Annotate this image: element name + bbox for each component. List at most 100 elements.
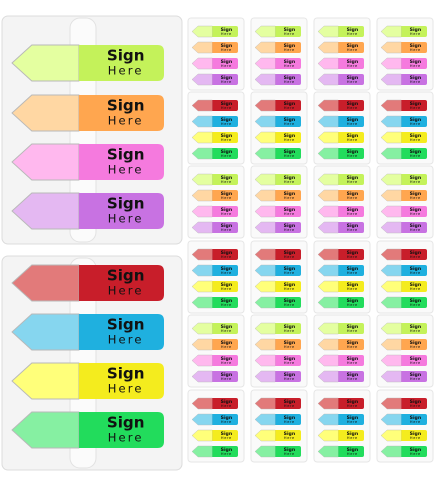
flag-text-sign: Sign bbox=[221, 117, 232, 123]
flag-label-area bbox=[401, 100, 427, 111]
flag-label-area bbox=[338, 26, 364, 37]
flag-text-here: Here bbox=[284, 80, 295, 84]
flag-text-here: Here bbox=[284, 154, 295, 158]
flag-label-area bbox=[275, 323, 301, 334]
flag-text-here: Here bbox=[284, 377, 295, 381]
flag-text-sign: Sign bbox=[284, 399, 295, 405]
flag-text-here: Here bbox=[410, 420, 421, 424]
flag-text-here: Here bbox=[221, 271, 232, 275]
flag-text-sign: Sign bbox=[410, 282, 421, 288]
flag-text-here: Here bbox=[410, 436, 421, 440]
flag-text-here: Here bbox=[347, 64, 358, 68]
flag-text-sign: Sign bbox=[107, 194, 145, 212]
flag-text-sign: Sign bbox=[410, 223, 421, 229]
flag-text-here: Here bbox=[221, 452, 232, 456]
flag-label-area bbox=[212, 206, 238, 217]
flag-text-here: Here bbox=[347, 80, 358, 84]
flag-label-area bbox=[338, 100, 364, 111]
flag-text-here: Here bbox=[284, 361, 295, 365]
flag-label-area bbox=[212, 249, 238, 260]
flag-text-sign: Sign bbox=[410, 149, 421, 155]
flag-text-here: Here bbox=[284, 138, 295, 142]
flag-text-here: Here bbox=[284, 255, 295, 259]
flag-label-area bbox=[275, 355, 301, 366]
flag-label-area bbox=[338, 414, 364, 425]
flag-text-here: Here bbox=[410, 180, 421, 184]
flag-text-sign: Sign bbox=[284, 282, 295, 288]
flag-label-area bbox=[212, 430, 238, 441]
flag-text-sign: Sign bbox=[410, 431, 421, 437]
flag-text-here: Here bbox=[347, 255, 358, 259]
flag-text-sign: Sign bbox=[410, 59, 421, 65]
flag-text-sign: Sign bbox=[284, 191, 295, 197]
flag-text-here: Here bbox=[347, 420, 358, 424]
flag-text-here: Here bbox=[108, 211, 144, 225]
flag-text-here: Here bbox=[108, 283, 144, 297]
flag-text-here: Here bbox=[221, 122, 232, 126]
flag-text-sign: Sign bbox=[347, 447, 358, 453]
flag-label-area bbox=[338, 190, 364, 201]
flag-label-area bbox=[275, 265, 301, 276]
flag-text-sign: Sign bbox=[107, 145, 145, 163]
flag-text-here: Here bbox=[410, 255, 421, 259]
flag-text-here: Here bbox=[221, 80, 232, 84]
flag-text-here: Here bbox=[284, 196, 295, 200]
flag-label-area bbox=[212, 190, 238, 201]
flag-label-area bbox=[212, 281, 238, 292]
flag-text-here: Here bbox=[284, 436, 295, 440]
flag-text-here: Here bbox=[410, 212, 421, 216]
flag-label-area bbox=[78, 265, 164, 301]
flag-text-sign: Sign bbox=[284, 101, 295, 107]
flag-text-here: Here bbox=[410, 64, 421, 68]
flag-text-sign: Sign bbox=[284, 340, 295, 346]
flag-text-sign: Sign bbox=[410, 415, 421, 421]
flag-text-here: Here bbox=[221, 303, 232, 307]
flag-text-here: Here bbox=[221, 138, 232, 142]
flag-label-area bbox=[401, 190, 427, 201]
flag-text-here: Here bbox=[347, 377, 358, 381]
flag-text-sign: Sign bbox=[410, 447, 421, 453]
flag-label-area bbox=[401, 26, 427, 37]
flag-text-here: Here bbox=[221, 436, 232, 440]
flag-text-sign: Sign bbox=[107, 315, 145, 333]
flag-label-area bbox=[212, 323, 238, 334]
flag-label-area bbox=[338, 297, 364, 308]
flag-label-area bbox=[338, 206, 364, 217]
flag-label-area bbox=[401, 132, 427, 143]
flag-text-sign: Sign bbox=[410, 340, 421, 346]
flag-text-here: Here bbox=[347, 404, 358, 408]
flag-text-sign: Sign bbox=[410, 101, 421, 107]
flag-label-area bbox=[401, 222, 427, 233]
flag-label-area bbox=[275, 339, 301, 350]
flag-text-here: Here bbox=[221, 32, 232, 36]
flag-label-area bbox=[338, 42, 364, 53]
flag-label-area bbox=[275, 58, 301, 69]
flag-text-here: Here bbox=[284, 48, 295, 52]
flag-text-here: Here bbox=[284, 287, 295, 291]
flag-label-area bbox=[78, 144, 164, 180]
flag-label-area bbox=[401, 116, 427, 127]
flag-text-sign: Sign bbox=[347, 207, 358, 213]
flag-label-area bbox=[275, 174, 301, 185]
flag-text-here: Here bbox=[410, 452, 421, 456]
flag-label-area bbox=[78, 314, 164, 350]
flag-text-sign: Sign bbox=[284, 59, 295, 65]
flag-text-here: Here bbox=[347, 345, 358, 349]
flag-label-area bbox=[338, 355, 364, 366]
flag-text-sign: Sign bbox=[221, 356, 232, 362]
flag-label-area bbox=[401, 148, 427, 159]
flag-label-area bbox=[401, 74, 427, 85]
flag-text-here: Here bbox=[284, 329, 295, 333]
flag-label-area bbox=[275, 414, 301, 425]
flag-label-area bbox=[275, 42, 301, 53]
flag-text-sign: Sign bbox=[347, 399, 358, 405]
flag-text-sign: Sign bbox=[221, 399, 232, 405]
flag-text-sign: Sign bbox=[221, 75, 232, 81]
flag-label-area bbox=[212, 398, 238, 409]
flag-text-sign: Sign bbox=[410, 175, 421, 181]
flag-text-sign: Sign bbox=[107, 364, 145, 382]
flag-text-here: Here bbox=[221, 212, 232, 216]
flag-label-area bbox=[338, 371, 364, 382]
flag-text-sign: Sign bbox=[347, 43, 358, 49]
